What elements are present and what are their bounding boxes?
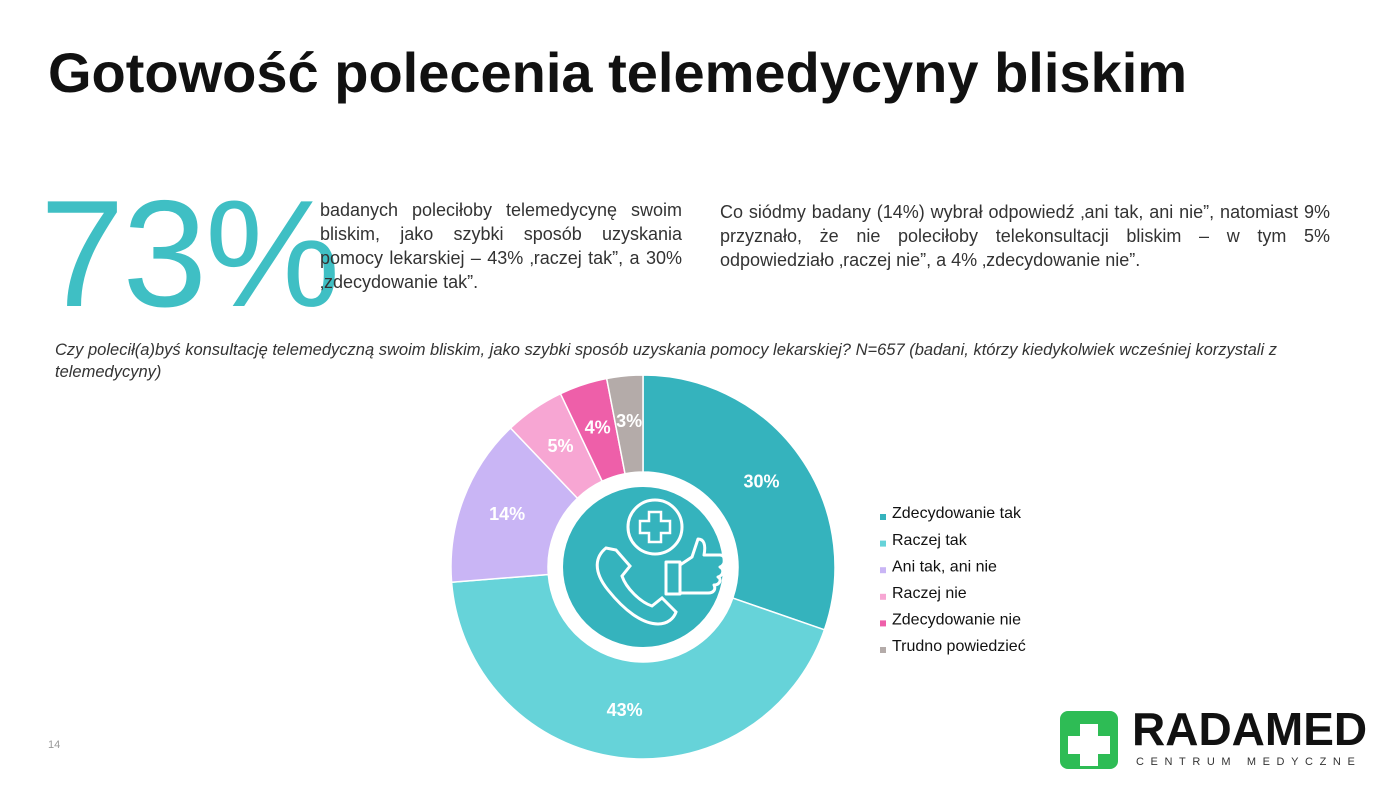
legend-label: Raczej nie (892, 585, 967, 602)
legend-swatch (880, 567, 886, 574)
legend-label: Raczej tak (892, 532, 968, 549)
question: Czy polecił(a)byś konsultację telemedycz… (55, 341, 1277, 381)
logo-name: RADAMED (1132, 703, 1367, 755)
data-label: 4% (585, 418, 611, 438)
logo-cross (1068, 724, 1110, 766)
data-label: 30% (744, 471, 780, 491)
legend-label: Trudno powiedzieć (892, 638, 1026, 655)
headline-value: 73% (40, 169, 340, 339)
page-number: 14 (48, 739, 61, 751)
data-label: 43% (607, 700, 643, 720)
legend-label: Zdecydowanie tak (892, 505, 1022, 522)
legend-label: Ani tak, ani nie (892, 558, 997, 575)
icon-phone (595, 546, 678, 626)
icon-thumb (664, 537, 726, 596)
legend-label: Zdecydowanie nie (892, 612, 1021, 629)
data-label: 5% (547, 436, 573, 456)
side-text: Co siódmy badany (14%) wybrał odpowiedź … (720, 202, 1330, 270)
legend-swatch (880, 514, 886, 520)
legend-swatch (880, 540, 886, 547)
slide-title: Gotowość polecenia telemedycyny bliskim (48, 41, 1188, 104)
logo-subtitle: CENTRUM MEDYCZNE (1136, 756, 1361, 768)
legend-swatch (880, 647, 886, 653)
center-icon (563, 487, 726, 647)
legend-swatch (880, 620, 886, 627)
data-label: 3% (616, 411, 642, 431)
icon-plus-ring (626, 498, 684, 556)
icon-circle (563, 487, 723, 647)
icon-plus (638, 510, 672, 544)
logo: RADAMED CENTRUM MEDYCZNE (1060, 703, 1367, 769)
legend-swatch (880, 593, 886, 600)
data-label: 14% (489, 504, 525, 524)
headline-text: badanych poleciłoby telemedycynę swoim b… (320, 200, 682, 292)
